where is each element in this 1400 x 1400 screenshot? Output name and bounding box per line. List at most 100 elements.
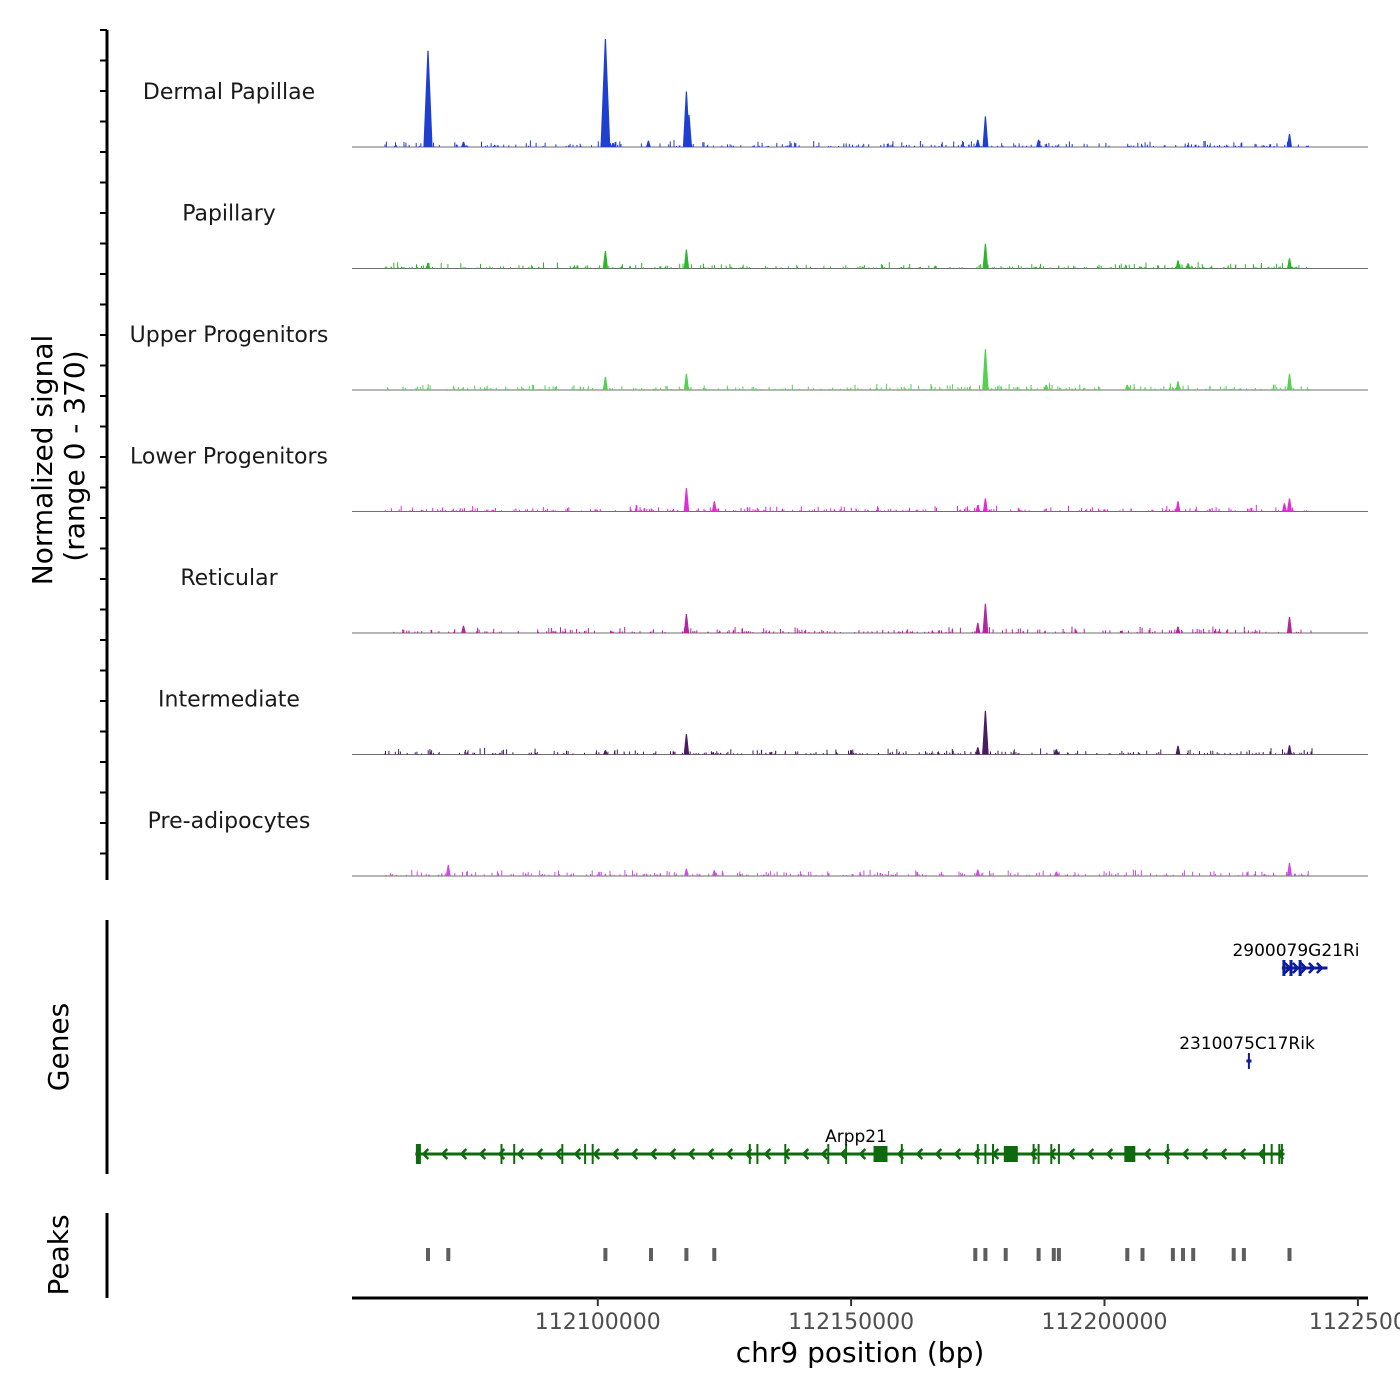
peak-mark	[1170, 1248, 1175, 1261]
strand-arrow	[801, 1148, 810, 1160]
signal-peak	[602, 376, 608, 390]
x-tick-label: 112100000	[535, 1310, 661, 1335]
strand-arrow	[535, 1148, 544, 1160]
strand-arrow	[725, 1148, 734, 1160]
signal-peak	[603, 750, 608, 755]
gene-exon	[591, 1144, 594, 1164]
signal-peak	[975, 622, 981, 633]
track-papillary: Papillary	[182, 202, 1368, 269]
signal-peak	[683, 614, 690, 633]
x-axis-ticks: 112100000 112150000 112200000 1122500	[535, 1298, 1400, 1335]
signal-peak	[1286, 616, 1293, 633]
signal-peak	[1286, 862, 1292, 876]
signal-peak	[712, 870, 717, 876]
signal-peak	[975, 505, 981, 512]
track-noise	[385, 869, 1309, 876]
signal-peak	[1185, 263, 1191, 269]
track-noise	[384, 747, 1313, 755]
x-tick-label: 112200000	[1042, 1310, 1168, 1335]
signal-peak	[1287, 258, 1292, 269]
track-label: Papillary	[182, 202, 276, 227]
signal-peak	[610, 142, 616, 147]
gene-2900079g21ri: 2900079G21Ri	[1232, 941, 1360, 976]
signal-peak	[683, 373, 689, 390]
signal-peak	[1287, 745, 1292, 755]
gene-exon	[500, 1144, 503, 1164]
gene-exon	[1282, 960, 1286, 976]
track-intermediate: Intermediate	[158, 688, 1368, 755]
x-tick-label: 112150000	[788, 1310, 914, 1335]
gene-exon	[561, 1144, 564, 1164]
peak-track	[426, 1248, 1292, 1261]
strand-arrow	[1086, 1148, 1095, 1160]
signal-peak	[982, 349, 989, 390]
strand-arrow	[1067, 1148, 1076, 1160]
signal-peak	[602, 251, 608, 269]
strand-arrow	[1219, 1148, 1228, 1160]
gene-exon	[1298, 960, 1302, 976]
strand-arrow	[440, 1148, 449, 1160]
gene-exon	[748, 1144, 751, 1164]
strand-arrow	[953, 1148, 962, 1160]
signal-peak	[975, 139, 981, 147]
signal-y-ticks	[100, 29, 107, 855]
signal-peak	[683, 249, 690, 269]
strand-arrow	[839, 1148, 848, 1160]
peak-mark	[1231, 1248, 1236, 1261]
track-label: Reticular	[180, 566, 278, 591]
signal-peak	[982, 710, 989, 755]
strand-arrow	[706, 1148, 715, 1160]
signal-peak	[982, 243, 989, 269]
signal-peak	[1043, 384, 1049, 390]
peak-mark	[1125, 1248, 1130, 1261]
strand-arrow	[592, 1148, 601, 1160]
signal-peak	[1286, 373, 1293, 390]
signal-peak	[1282, 503, 1287, 512]
gene-label: 2900079G21Ri	[1232, 941, 1359, 961]
track-label: Upper Progenitors	[130, 323, 329, 348]
gene-exon	[873, 1146, 888, 1162]
strand-arrow	[1029, 1148, 1038, 1160]
signal-peak	[975, 869, 981, 876]
track-upper-progenitors: Upper Progenitors	[130, 323, 1368, 391]
signal-peak	[1175, 501, 1181, 512]
gene-exon	[827, 1144, 830, 1164]
track-reticular: Reticular	[180, 566, 1368, 634]
strand-arrow	[1316, 962, 1324, 974]
track-noise	[384, 140, 1309, 147]
x-tick-label: 1122500	[1309, 1310, 1400, 1335]
gene-exon	[1057, 1144, 1060, 1164]
y-axis-title-line1: Normalized signal	[26, 335, 59, 586]
strand-arrow	[820, 1148, 829, 1160]
signal-peak	[1054, 871, 1059, 876]
strand-arrow	[915, 1148, 924, 1160]
peak-mark	[1036, 1248, 1041, 1261]
signal-peak	[445, 864, 451, 876]
peak-mark	[1241, 1248, 1246, 1261]
strand-arrow	[1200, 1148, 1209, 1160]
track-label: Pre-adipocytes	[148, 809, 311, 834]
strand-arrow	[611, 1148, 620, 1160]
signal-peak	[683, 488, 690, 512]
track-label: Intermediate	[158, 688, 300, 713]
strand-arrow	[763, 1148, 772, 1160]
strand-arrow	[516, 1148, 525, 1160]
signal-peak	[683, 734, 690, 755]
peak-mark	[426, 1248, 430, 1261]
peak-mark	[1140, 1248, 1145, 1261]
gene-exon	[1032, 1144, 1035, 1164]
strand-arrow	[421, 1148, 430, 1160]
strand-arrow	[573, 1148, 582, 1160]
gene-2310075c17rik: 2310075C17Rik	[1179, 1034, 1315, 1069]
gene-exon	[784, 1144, 787, 1164]
strand-arrow	[554, 1148, 563, 1160]
signal-peak	[461, 625, 466, 633]
signal-tracks: Dermal Papillae Papillary Upper Progenitor…	[130, 39, 1368, 877]
signal-peak	[982, 116, 989, 147]
strand-arrow	[858, 1148, 867, 1160]
strand-arrow	[1308, 962, 1316, 974]
signal-peak	[1286, 133, 1292, 147]
strand-arrow	[1143, 1148, 1152, 1160]
signal-peak	[975, 747, 981, 755]
peak-mark	[446, 1248, 451, 1261]
